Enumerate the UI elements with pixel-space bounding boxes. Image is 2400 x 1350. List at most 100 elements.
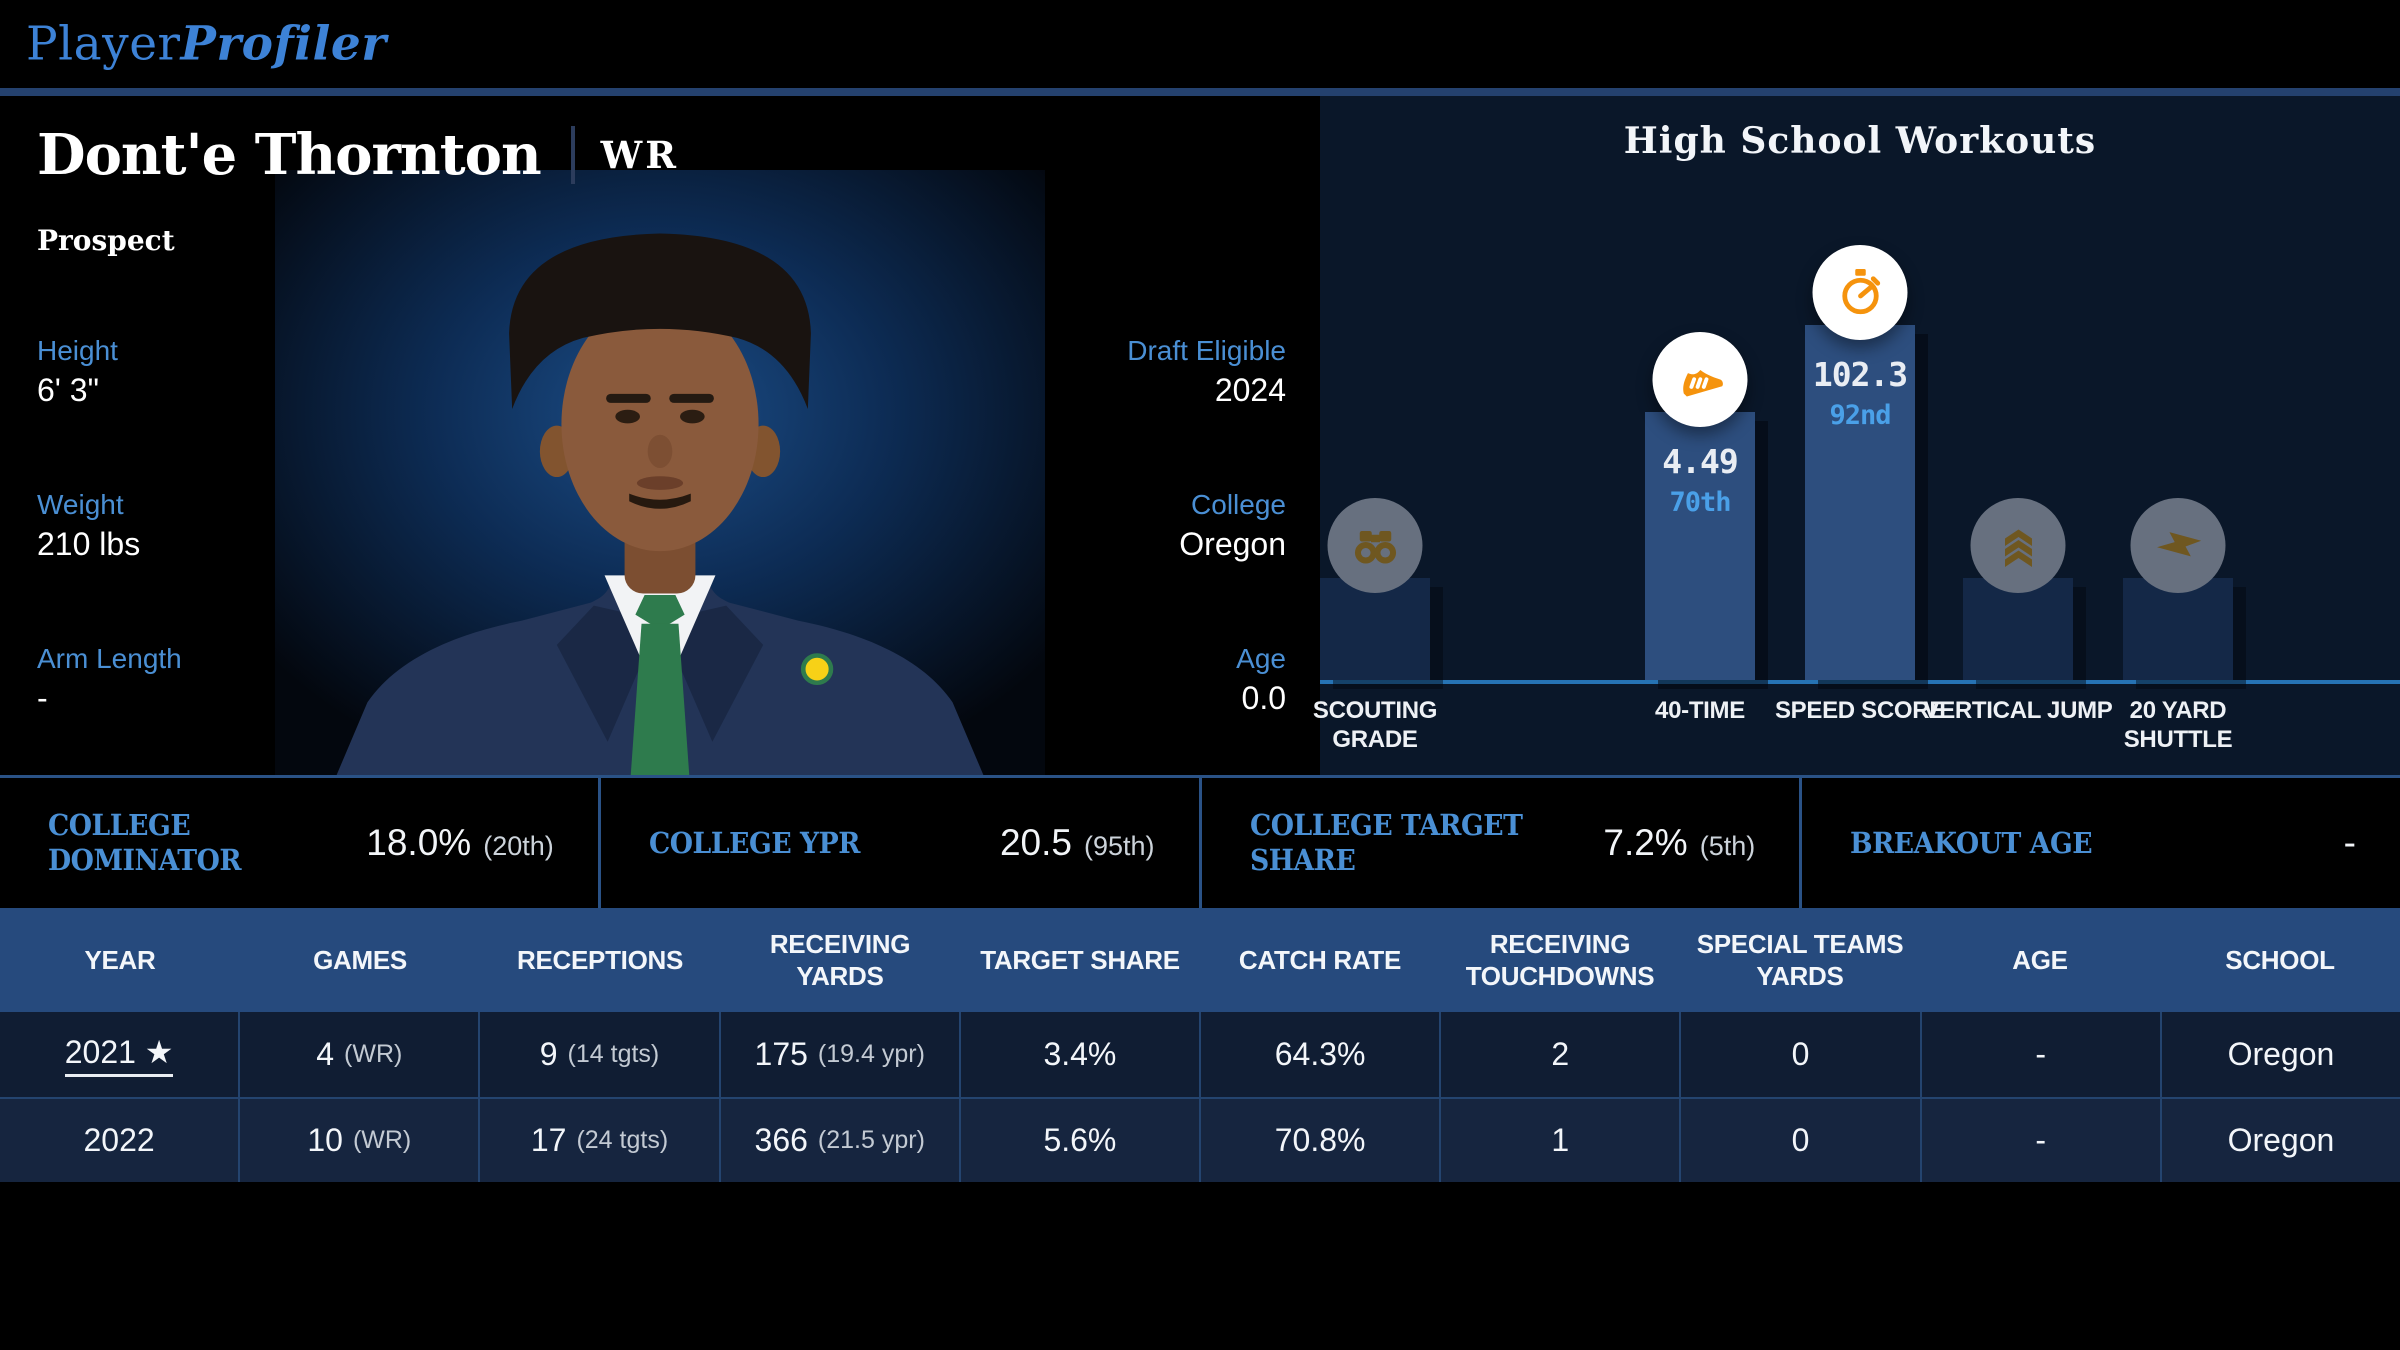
bar-40-time-percentile: 70th	[1669, 487, 1731, 518]
stat-college-dominator-percentile: (20th)	[483, 831, 554, 861]
col-receiving-yards: RECEIVING YARDS	[769, 928, 911, 992]
bar-speed-score-value: 102.3	[1812, 355, 1908, 394]
bio-age-value: 0.0	[1241, 680, 1286, 716]
player-status: Prospect	[37, 224, 175, 257]
cell-catch-rate: 70.8%	[1201, 1099, 1442, 1182]
top-bar: PlayerProfiler	[0, 0, 2400, 88]
table-header-row: YEAR GAMES RECEPTIONS RECEIVING YARDS TA…	[0, 908, 2400, 1012]
bio-draft-eligible-value: 2024	[1214, 372, 1286, 408]
bio-college-label: College	[1191, 489, 1286, 520]
stat-breakout-age: BREAKOUT AGE -	[1802, 778, 2400, 908]
col-games: GAMES	[313, 944, 407, 975]
col-special-teams-yards: SPECIAL TEAMS YARDS	[1696, 928, 1904, 992]
bio-arm-length-value: -	[37, 680, 48, 716]
logo-profiler: Profiler	[180, 16, 387, 72]
bio-height-label: Height	[37, 335, 118, 366]
col-age: AGE	[2012, 944, 2068, 975]
bar-20-yard-shuttle-label: 20 YARD SHUTTLE	[2123, 697, 2233, 754]
cell-games: 4 (WR)	[240, 1012, 481, 1097]
bio-arm-length-label: Arm Length	[37, 643, 182, 674]
name-position-divider	[570, 126, 575, 184]
bio-age: Age 0.0	[1127, 642, 1286, 720]
workouts-title: High School Workouts	[1623, 120, 2097, 162]
stat-college-ypr-percentile: (95th)	[1083, 831, 1155, 861]
bar-speed-score: 102.3 92nd	[1805, 245, 1915, 680]
bar-scouting-grade-label: SCOUTING GRADE	[1312, 697, 1438, 754]
stopwatch-icon	[1812, 245, 1908, 340]
cell-age: -	[1922, 1012, 2162, 1097]
cell-school: Oregon	[2227, 1122, 2335, 1158]
stat-college-dominator-label: COLLEGE DOMINATOR	[48, 808, 242, 877]
lightning-bolt-icon	[2130, 498, 2226, 593]
bio-age-label: Age	[1236, 643, 1286, 674]
stat-college-ypr-value: 20.5	[999, 822, 1072, 863]
player-photo	[275, 170, 1045, 775]
cell-age: -	[1922, 1099, 2162, 1182]
cell-target-share: 5.6%	[961, 1099, 1202, 1182]
workout-bar-20-yard-shuttle: 20 YARD SHUTTLE	[2123, 498, 2233, 753]
bio-draft-eligible-label: Draft Eligible	[1127, 335, 1286, 366]
bar-vertical-jump	[1963, 498, 2073, 680]
header-divider	[0, 88, 2400, 96]
cell-year: 2022	[0, 1099, 241, 1182]
cell-receiving-touchdowns: 1	[1441, 1099, 1682, 1182]
bio-right-column: Draft Eligible 2024 College Oregon Age 0…	[1127, 334, 1286, 796]
workout-bar-scouting-grade: SCOUTING GRADE	[1313, 498, 1437, 753]
col-year: YEAR	[84, 944, 156, 975]
cell-receiving-yards: 175 (19.4 ypr)	[721, 1012, 961, 1097]
high-school-workouts-panel: High School Workouts 4.49 70th 40-TIME	[1313, 96, 2400, 775]
binoculars-icon	[1327, 498, 1423, 593]
college-stats-strip: COLLEGE DOMINATOR 18.0% (20th) COLLEGE YP…	[0, 775, 2400, 908]
cell-special-teams-yards: 0	[1681, 1099, 1922, 1182]
player-name-row: Dont'e Thornton WR	[37, 122, 679, 188]
bar-40-time-label: 40-TIME	[1655, 697, 1745, 724]
chevrons-icon	[1970, 498, 2066, 593]
stat-college-target-share-percentile: (5th)	[1699, 831, 1756, 861]
bar-40-time: 4.49 70th	[1645, 332, 1755, 680]
table-row-2021: 2021 ★ 4 (WR) 9 (14 tgts) 175 (19.4 ypr) 3.…	[0, 1012, 2400, 1097]
cell-receptions: 9 (14 tgts)	[480, 1012, 721, 1097]
bio-left-column: Height 6' 3" Weight 210 lbs Arm Length -	[37, 334, 182, 796]
bar-scouting-grade	[1320, 498, 1430, 680]
bio-college: College Oregon	[1127, 488, 1286, 566]
bio-college-value: Oregon	[1179, 526, 1286, 562]
bar-speed-score-percentile: 92nd	[1829, 400, 1891, 431]
stat-college-target-share: COLLEGE TARGET SHARE 7.2% (5th)	[1202, 778, 1803, 908]
table-row-2022: 2022 10 (WR) 17 (24 tgts) 366 (21.5 ypr) 5.…	[0, 1097, 2400, 1182]
chart-baseline	[1320, 680, 2400, 684]
workout-bar-vertical-jump: VERTICAL JUMP	[1923, 498, 2113, 724]
col-receiving-touchdowns: RECEIVING TOUCHDOWNS	[1465, 928, 1655, 992]
bio-weight: Weight 210 lbs	[37, 488, 182, 566]
cell-catch-rate: 64.3%	[1201, 1012, 1442, 1097]
stat-college-dominator: COLLEGE DOMINATOR 18.0% (20th)	[0, 778, 601, 908]
cell-school: Oregon	[2227, 1036, 2335, 1072]
bio-height: Height 6' 3"	[37, 334, 182, 412]
cell-year: 2021 ★	[0, 1012, 241, 1097]
bio-draft-eligible: Draft Eligible 2024	[1127, 334, 1286, 412]
bio-weight-value: 210 lbs	[37, 526, 141, 562]
stat-breakout-age-value: -	[2343, 822, 2356, 863]
stat-college-ypr-label: COLLEGE YPR	[648, 825, 860, 860]
col-catch-rate: CATCH RATE	[1238, 944, 1402, 975]
playerprofiler-logo[interactable]: PlayerProfiler	[26, 17, 387, 72]
player-name: Dont'e Thornton	[37, 122, 542, 188]
player-summary-section: Dont'e Thornton WR Prospect Height 6' 3"…	[0, 96, 1320, 775]
col-school: SCHOOL	[2225, 944, 2335, 975]
bar-vertical-jump-label: VERTICAL JUMP	[1923, 697, 2113, 724]
player-position: WR	[600, 133, 679, 177]
col-target-share: TARGET SHARE	[980, 944, 1180, 975]
logo-player: Player	[26, 16, 181, 72]
stat-breakout-age-label: BREAKOUT AGE	[1850, 825, 2093, 860]
workout-bar-speed-score: 102.3 92nd SPEED SCORE	[1775, 245, 1945, 724]
col-receptions: RECEPTIONS	[516, 944, 684, 975]
bar-speed-score-label: SPEED SCORE	[1774, 697, 1946, 724]
stat-college-ypr: COLLEGE YPR 20.5 (95th)	[601, 778, 1202, 908]
season-stats-table: YEAR GAMES RECEPTIONS RECEIVING YARDS TA…	[0, 908, 2400, 1182]
bio-arm-length: Arm Length -	[37, 642, 182, 720]
stat-college-target-share-label: COLLEGE TARGET SHARE	[1249, 808, 1523, 877]
running-shoe-icon	[1652, 332, 1748, 427]
stat-college-dominator-value: 18.0%	[366, 822, 472, 863]
bar-20-yard-shuttle	[2123, 498, 2233, 680]
year-2021-link[interactable]: 2021 ★	[64, 1033, 174, 1077]
